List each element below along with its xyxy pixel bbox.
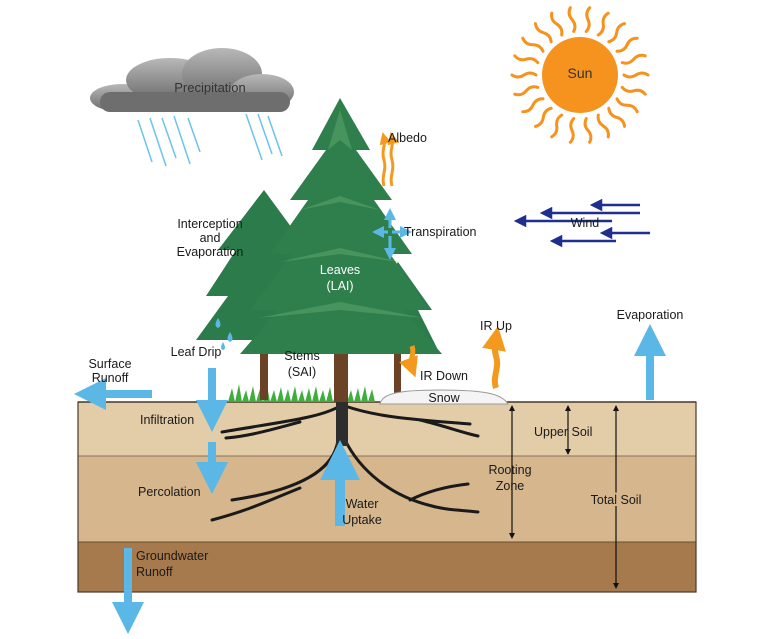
sun-icon: [510, 6, 650, 144]
sun-ray: [584, 6, 592, 33]
snow-pile: [379, 389, 509, 405]
rooting-zone-label-line1: Rooting: [488, 463, 531, 477]
leaves-label-line2: (LAI): [326, 279, 353, 293]
sun-ray: [533, 22, 553, 44]
leaves-label-line1: Leaves: [320, 263, 360, 277]
albedo-label: Albedo: [388, 131, 427, 145]
precipitation-cloud: [90, 48, 294, 112]
sun-ray: [510, 71, 538, 79]
stems-label-line2: (SAI): [288, 365, 316, 379]
leaf-drip-label: Leaf Drip: [171, 345, 222, 359]
wind-label: Wind: [571, 216, 600, 230]
percolation-label: Percolation: [138, 485, 201, 499]
sun-ray: [550, 113, 564, 139]
sun-ray: [521, 36, 545, 53]
albedo-arrows: [379, 132, 400, 187]
sun-ray: [620, 53, 647, 65]
evaporation-label: Evaporation: [617, 308, 684, 322]
interception-label-line2: and: [200, 231, 221, 245]
sun-ray: [521, 97, 545, 114]
tree-main: [240, 98, 442, 402]
surface-runoff-label-line1: Surface: [88, 357, 131, 371]
infiltration-label: Infiltration: [140, 413, 194, 427]
sun-ray: [513, 54, 540, 65]
upper-soil-label: Upper Soil: [534, 425, 592, 439]
sun-disc: [542, 37, 618, 113]
wind-arrows: [513, 198, 650, 248]
stems-label-line1: Stems: [284, 349, 319, 363]
sun-ray: [615, 36, 639, 53]
interception-label-line1: Interception: [177, 217, 242, 231]
depth-markers: [509, 405, 619, 589]
ir-down-label: IR Down: [420, 369, 468, 383]
transpiration-arrows: [372, 208, 412, 260]
transpiration-label: Transpiration: [404, 225, 477, 239]
soil-profile: [77, 401, 697, 593]
groundwater-runoff-label-line2: Runoff: [136, 565, 173, 579]
ir-up-label: IR Up: [480, 319, 512, 333]
sun-ray: [550, 11, 564, 37]
sun-ray: [615, 97, 639, 114]
taproot: [336, 400, 348, 446]
sun-ray: [568, 117, 576, 144]
water-uptake-label-line2: Uptake: [342, 513, 382, 527]
total-soil-label: Total Soil: [591, 493, 642, 507]
sun-ray: [596, 113, 610, 139]
upper-soil-layer: [78, 402, 696, 456]
ir-up-arrow: [482, 326, 506, 389]
ir-down-arrow: [399, 345, 418, 378]
snow-label: Snow: [428, 391, 460, 405]
sun-label: Sun: [568, 65, 593, 81]
sun-ray: [533, 106, 553, 128]
grass: [228, 384, 375, 402]
groundwater-layer: [78, 542, 696, 592]
precipitation-label: Precipitation: [174, 80, 246, 95]
rain-streaks: [137, 113, 283, 167]
sun-ray: [620, 85, 647, 96]
groundwater-runoff-label-line1: Groundwater: [136, 549, 208, 563]
sun-ray: [622, 71, 650, 79]
sun-ray: [583, 117, 593, 144]
sun-ray: [607, 106, 627, 128]
water-uptake-label-line1: Water: [346, 497, 379, 511]
sun-ray: [567, 6, 577, 33]
sun-ray: [607, 22, 627, 44]
sun-ray: [513, 85, 540, 97]
sun-ray: [596, 11, 610, 37]
interception-label-line3: Evaporation: [177, 245, 244, 259]
leaf-drip-drops: [215, 318, 233, 350]
surface-runoff-label-line2: Runoff: [92, 371, 129, 385]
rooting-soil-layer: [78, 456, 696, 542]
rooting-zone-label-line2: Zone: [496, 479, 525, 493]
